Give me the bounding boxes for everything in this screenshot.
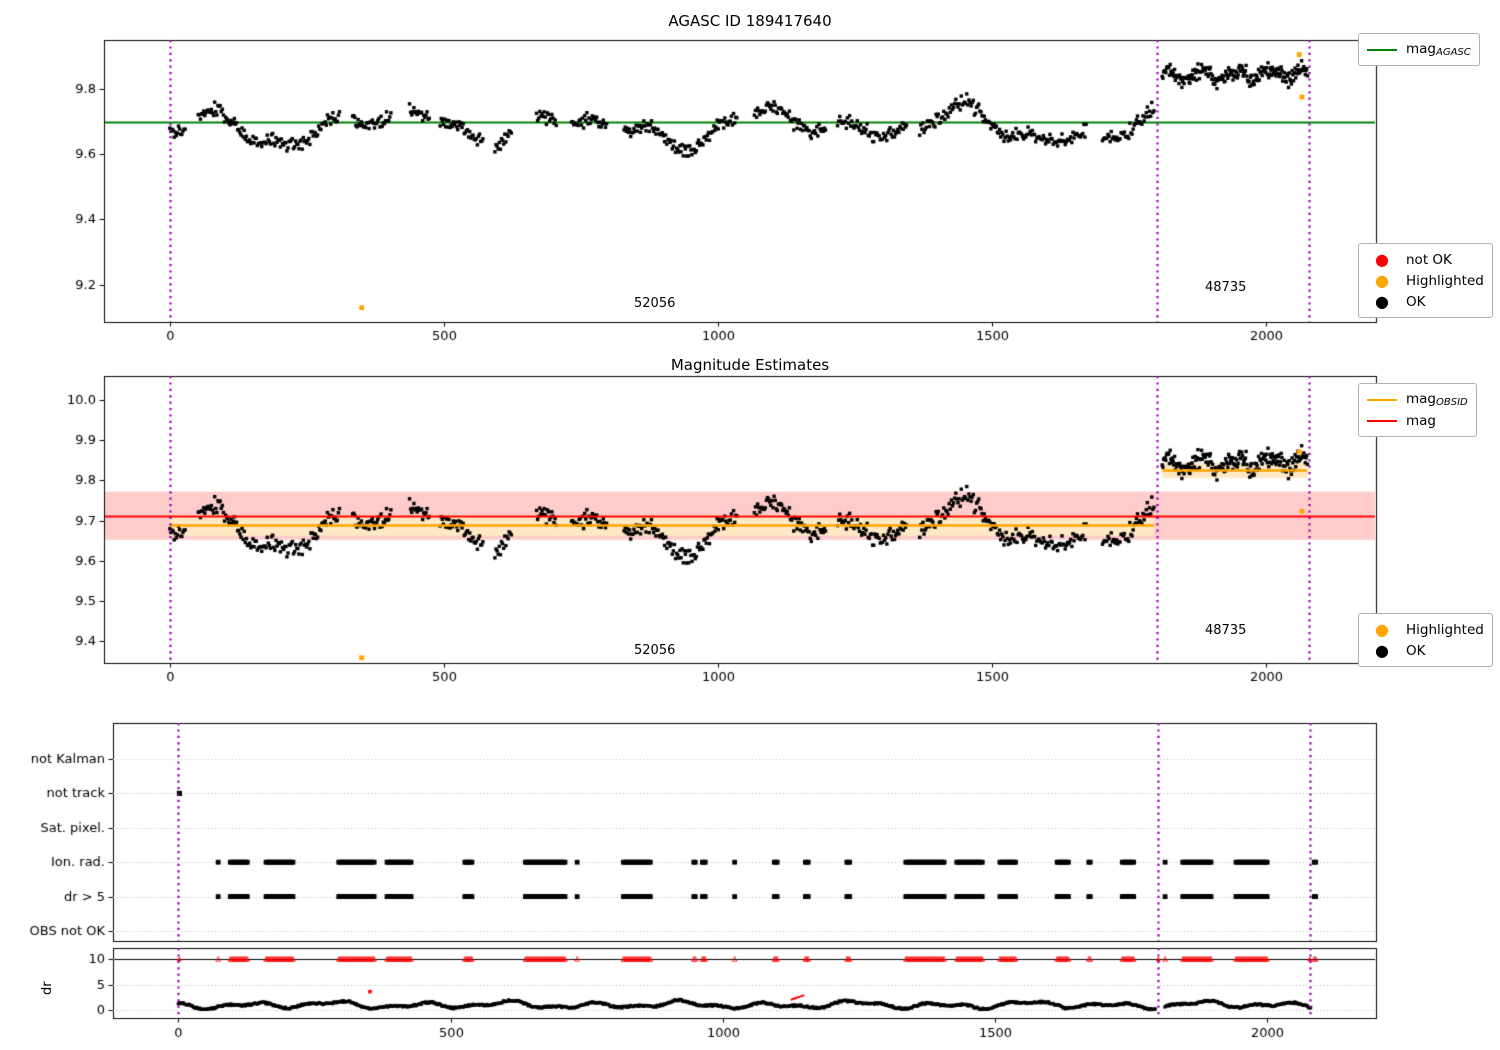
figure-root: AGASC ID 189417640 Magnitude Estimates 5…	[0, 0, 1500, 1050]
plot-canvas	[0, 0, 1500, 1050]
